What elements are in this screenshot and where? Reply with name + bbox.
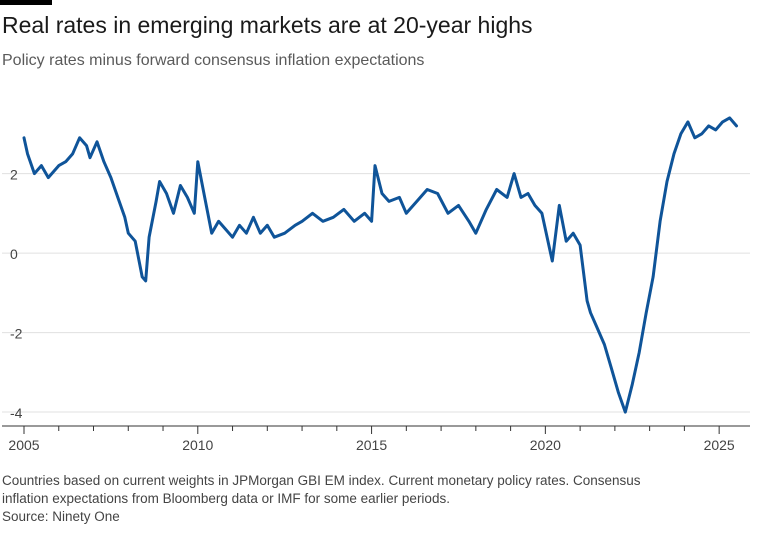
series-layer	[22, 116, 738, 414]
footnote-line-1: Countries based on current weights in JP…	[2, 473, 641, 488]
y-tick-label: -4	[10, 405, 23, 421]
gridlines	[2, 173, 750, 413]
x-axis: 2005 2010 2015 2020 2025	[2, 425, 750, 453]
series-line-0	[22, 116, 738, 414]
chart-title: Real rates in emerging markets are at 20…	[2, 12, 533, 38]
y-axis-labels: -4 -2 0 2	[10, 167, 23, 421]
x-tick-label: 2005	[8, 437, 39, 453]
source-note: Source: Ninety One	[2, 509, 120, 524]
x-tick-label: 2025	[704, 437, 735, 453]
chart-subtitle: Policy rates minus forward consensus inf…	[2, 52, 425, 69]
y-tick-label: 2	[10, 167, 18, 183]
x-tick-label: 2010	[182, 437, 213, 453]
chart-footer: Countries based on current weights in JP…	[2, 472, 732, 526]
brand-bar	[0, 0, 52, 5]
y-tick-label: 0	[10, 246, 18, 262]
y-tick-label: -2	[10, 326, 23, 342]
footnote-line-2: inflation expectations from Bloomberg da…	[2, 491, 450, 506]
x-tick-label: 2015	[356, 437, 387, 453]
x-tick-label: 2020	[530, 437, 561, 453]
